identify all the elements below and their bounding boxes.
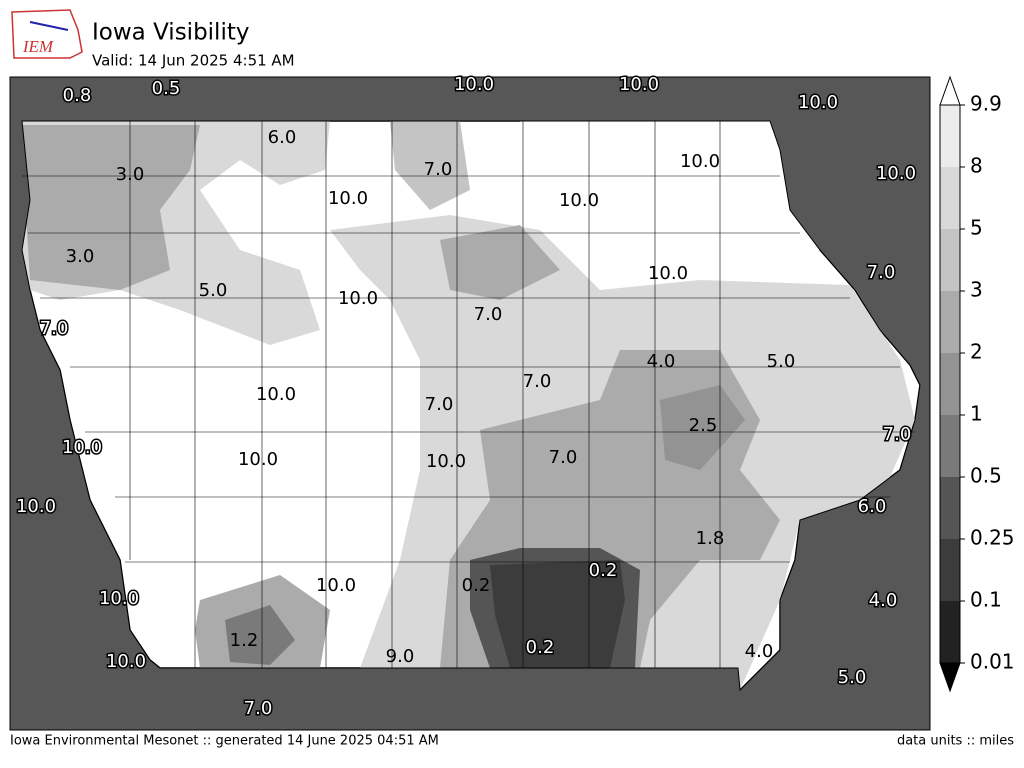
station-label: 7.0 bbox=[523, 371, 552, 392]
colorbar-tick-label: 0.01 bbox=[970, 650, 1015, 674]
station-label: 7.0 bbox=[867, 262, 896, 283]
colorbar-segment bbox=[940, 477, 960, 539]
station-label: 0.2 bbox=[589, 560, 618, 581]
station-label: 10.0 bbox=[106, 651, 146, 672]
station-label: 5.0 bbox=[199, 280, 228, 301]
colorbar-segment bbox=[940, 105, 960, 167]
station-label: 10.0 bbox=[62, 437, 102, 458]
station-label: 10.0 bbox=[16, 496, 56, 517]
colorbar-tick-label: 2 bbox=[970, 340, 983, 364]
zone bbox=[22, 125, 200, 290]
zone bbox=[225, 605, 295, 665]
colorbar-tick-label: 0.25 bbox=[970, 526, 1015, 550]
station-label: 7.0 bbox=[424, 159, 453, 180]
station-label: 10.0 bbox=[876, 163, 916, 184]
logo: IEM bbox=[11, 9, 83, 59]
colorbar-segment bbox=[940, 353, 960, 415]
station-label: 1.8 bbox=[696, 528, 725, 549]
county-lines bbox=[22, 121, 915, 668]
colorbar-tick-label: 0.5 bbox=[970, 464, 1002, 488]
colorbar-tick-label: 9.9 bbox=[970, 92, 1002, 116]
station-label: 5.0 bbox=[838, 667, 867, 688]
footer-right: data units :: miles bbox=[897, 734, 1014, 749]
colorbar-segment bbox=[940, 539, 960, 601]
station-label: 10.0 bbox=[559, 190, 599, 211]
colorbar-under bbox=[939, 662, 961, 693]
station-label: 7.0 bbox=[474, 304, 503, 325]
station-label: 5.0 bbox=[767, 351, 796, 372]
station-label: 7.0 bbox=[244, 698, 273, 719]
station-label: 10.0 bbox=[426, 451, 466, 472]
county-line bbox=[129, 121, 721, 668]
footer-left: Iowa Environmental Mesonet :: generated … bbox=[10, 734, 439, 749]
station-label: 6.0 bbox=[858, 496, 887, 517]
map bbox=[9, 76, 931, 731]
colorbar-tick-label: 1 bbox=[970, 402, 983, 426]
station-label: 10.0 bbox=[338, 288, 378, 309]
colorbar-segment bbox=[940, 601, 960, 663]
zone bbox=[660, 385, 745, 470]
station-label: 6.0 bbox=[268, 127, 297, 148]
station-label: 4.0 bbox=[647, 351, 676, 372]
colorbar-tick-label: 8 bbox=[970, 154, 983, 178]
station-label: 10.0 bbox=[454, 74, 494, 95]
zone bbox=[440, 225, 560, 300]
colorbar-segment bbox=[940, 229, 960, 291]
station-label: 7.0 bbox=[425, 394, 454, 415]
colorbar-segment bbox=[940, 291, 960, 353]
logo-line bbox=[29, 21, 69, 31]
station-label: 7.0 bbox=[549, 447, 578, 468]
colorbar-frame bbox=[939, 104, 961, 664]
station-label: 0.8 bbox=[63, 85, 92, 106]
zone bbox=[390, 121, 470, 210]
station-label: 9.0 bbox=[386, 646, 415, 667]
logo-outline bbox=[11, 9, 83, 59]
station-label: 10.0 bbox=[328, 188, 368, 209]
station-label: 10.0 bbox=[680, 151, 720, 172]
station-label: 10.0 bbox=[619, 74, 659, 95]
station-label: 7.0 bbox=[883, 424, 912, 445]
subtitle: Valid: 14 Jun 2025 4:51 AM bbox=[92, 52, 295, 70]
colorbar-tick-label: 3 bbox=[970, 278, 983, 302]
station-label: 7.0 bbox=[40, 318, 69, 339]
colorbar-segment bbox=[940, 167, 960, 229]
station-label: 10.0 bbox=[798, 92, 838, 113]
station-label: 3.0 bbox=[116, 164, 145, 185]
station-label: 3.0 bbox=[66, 246, 95, 267]
station-label: 4.0 bbox=[745, 641, 774, 662]
station-label: 1.2 bbox=[230, 630, 259, 651]
station-label: 4.0 bbox=[869, 590, 898, 611]
station-label: 10.0 bbox=[648, 263, 688, 284]
station-label: 0.2 bbox=[526, 637, 555, 658]
station-label: 10.0 bbox=[238, 449, 278, 470]
outside-region bbox=[9, 76, 931, 731]
colorbar-over bbox=[939, 75, 961, 106]
station-label: 10.0 bbox=[99, 588, 139, 609]
colorbar-tick-label: 0.1 bbox=[970, 588, 1002, 612]
colorbar-segment bbox=[940, 415, 960, 477]
station-label: 0.2 bbox=[462, 575, 491, 596]
colorbar-tick-label: 5 bbox=[970, 216, 983, 240]
station-label: 10.0 bbox=[256, 384, 296, 405]
zone bbox=[520, 121, 820, 280]
logo-text: IEM bbox=[22, 37, 54, 56]
county-line bbox=[22, 175, 915, 563]
zone bbox=[490, 560, 625, 668]
station-labels: 0.8 0.5 10.0 10.0 10.0 6.0 7.0 3.0 10.0 10.0 10.0 1… bbox=[14, 73, 917, 721]
station-label: 0.5 bbox=[152, 78, 181, 99]
station-label: 10.0 bbox=[316, 575, 356, 596]
title: Iowa Visibility bbox=[92, 20, 249, 46]
colorbar: 9.9 8 5 3 2 1 0.5 0.25 0.1 0.01 bbox=[939, 75, 1015, 693]
station-label: 2.5 bbox=[689, 415, 718, 436]
